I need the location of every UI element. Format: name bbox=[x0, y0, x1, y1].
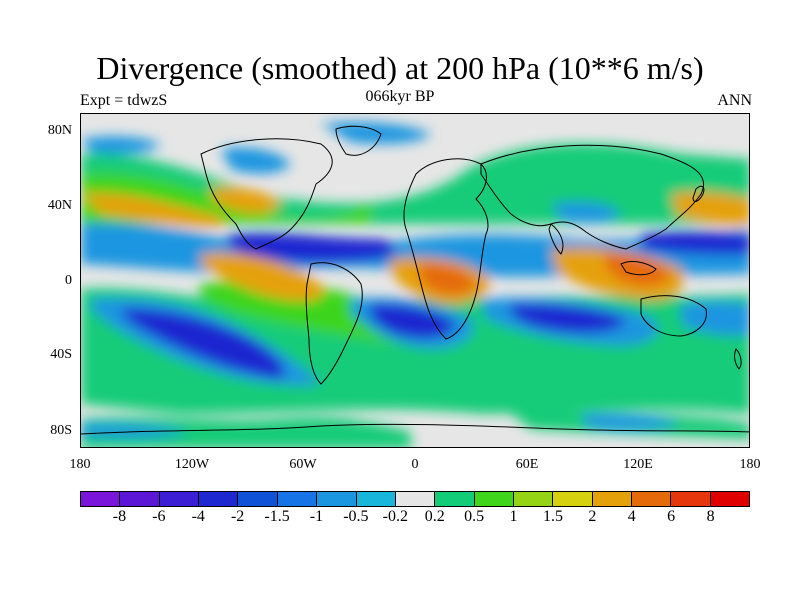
lat-label: 40S bbox=[50, 347, 72, 362]
lon-label: 60W bbox=[289, 457, 317, 472]
field-negative-strong bbox=[369, 303, 456, 339]
coast-south-america bbox=[305, 262, 363, 385]
field-positive-high bbox=[671, 191, 749, 225]
colorbar-tick-label: -0.5 bbox=[343, 508, 369, 525]
map-panel bbox=[80, 113, 750, 448]
colorbar-tick-label: -4 bbox=[191, 508, 205, 525]
colorbar-tick-label: 2 bbox=[588, 508, 597, 525]
colorbar-swatch bbox=[671, 492, 711, 506]
lon-label: 180 bbox=[69, 457, 91, 472]
coast-greenland bbox=[335, 125, 382, 156]
field-positive-strong bbox=[604, 253, 671, 286]
colorbar-swatch bbox=[199, 492, 239, 506]
lon-label: 120E bbox=[623, 457, 653, 472]
colorbar-swatch bbox=[277, 492, 318, 506]
coastlines bbox=[81, 125, 749, 435]
plot-title: Divergence (smoothed) at 200 hPa (10**6 … bbox=[96, 50, 704, 86]
colorbar-swatch bbox=[513, 492, 554, 506]
field-positive-high bbox=[81, 193, 226, 227]
field-positive-high bbox=[209, 187, 281, 214]
colorbar-tick-label: 0.2 bbox=[424, 508, 445, 525]
divergence-field bbox=[81, 122, 749, 447]
colorbar-swatch bbox=[120, 492, 160, 506]
divergence-map bbox=[81, 114, 749, 447]
colorbar-tick-label: 1 bbox=[509, 508, 518, 525]
colorbar-swatch bbox=[474, 492, 514, 506]
coast-australia bbox=[640, 295, 707, 337]
field-negative-strong bbox=[510, 303, 626, 333]
field-negative-band bbox=[551, 201, 621, 224]
colorbar-tick-label: -2 bbox=[230, 508, 245, 525]
coast-antarctica bbox=[81, 423, 749, 435]
lon-label: 60E bbox=[515, 457, 539, 472]
coast-japan bbox=[692, 185, 705, 202]
field-negative-band bbox=[321, 122, 431, 144]
lat-label: 80S bbox=[50, 423, 72, 438]
experiment-label: Expt = tdwzS bbox=[80, 92, 168, 109]
colorbar-tick-label: -8 bbox=[112, 508, 127, 525]
colorbar-swatch bbox=[395, 492, 436, 506]
colorbar-swatch bbox=[356, 492, 396, 506]
colorbar-tick-label: 0.5 bbox=[464, 508, 485, 525]
field-positive-strong bbox=[419, 263, 476, 295]
coast-maritime-continent bbox=[620, 261, 657, 276]
lon-label: 120W bbox=[174, 457, 210, 472]
colorbar-swatch bbox=[553, 492, 593, 506]
field-positive-mid bbox=[198, 280, 412, 344]
colorbar-tick-label: -6 bbox=[152, 508, 166, 525]
colorbar-swatch bbox=[710, 492, 750, 506]
field-negative-strong bbox=[641, 231, 749, 255]
colorbar-tick-label: 4 bbox=[627, 508, 636, 525]
coast-new-zealand bbox=[734, 348, 742, 370]
field-negative-band bbox=[81, 136, 161, 154]
field-negative-band bbox=[81, 423, 191, 438]
colorbar-swatch bbox=[317, 492, 357, 506]
lon-label: 180 bbox=[739, 457, 761, 472]
field-negative-band bbox=[221, 147, 291, 174]
coast-north-america bbox=[200, 138, 333, 250]
colorbar-tick-label: -1 bbox=[309, 508, 324, 525]
field-positive-high bbox=[201, 253, 324, 301]
lat-label: 0 bbox=[65, 273, 72, 288]
season-label: ANN bbox=[717, 92, 752, 109]
field-positive-low bbox=[81, 417, 411, 447]
lat-label: 80N bbox=[47, 123, 72, 138]
lat-label: 40N bbox=[47, 198, 72, 213]
field-negative-strong bbox=[227, 232, 396, 263]
field-negative-band bbox=[581, 413, 681, 431]
colorbar-swatch bbox=[238, 492, 278, 506]
time-label: 066kyr BP bbox=[365, 88, 435, 105]
colorbar-tick-label: -0.2 bbox=[382, 508, 408, 525]
coast-europe-africa bbox=[403, 158, 489, 340]
lon-label: 0 bbox=[411, 457, 419, 472]
colorbar-tick-label: 1.5 bbox=[542, 508, 563, 525]
colorbar-tick-label: -1.5 bbox=[264, 508, 290, 525]
coast-india bbox=[548, 223, 564, 255]
colorbar-tick-label: 6 bbox=[667, 508, 676, 525]
colorbar-swatch bbox=[632, 492, 672, 506]
colorbar-tick-label: 8 bbox=[706, 508, 715, 525]
colorbar-swatch bbox=[81, 492, 121, 506]
coast-asia bbox=[480, 144, 704, 250]
colorbar-swatch bbox=[159, 492, 200, 506]
field-negative-band bbox=[681, 301, 749, 336]
colorbar bbox=[80, 491, 750, 507]
colorbar-swatch bbox=[592, 492, 633, 506]
colorbar-swatch bbox=[435, 492, 475, 506]
field-negative-strong bbox=[121, 308, 285, 379]
